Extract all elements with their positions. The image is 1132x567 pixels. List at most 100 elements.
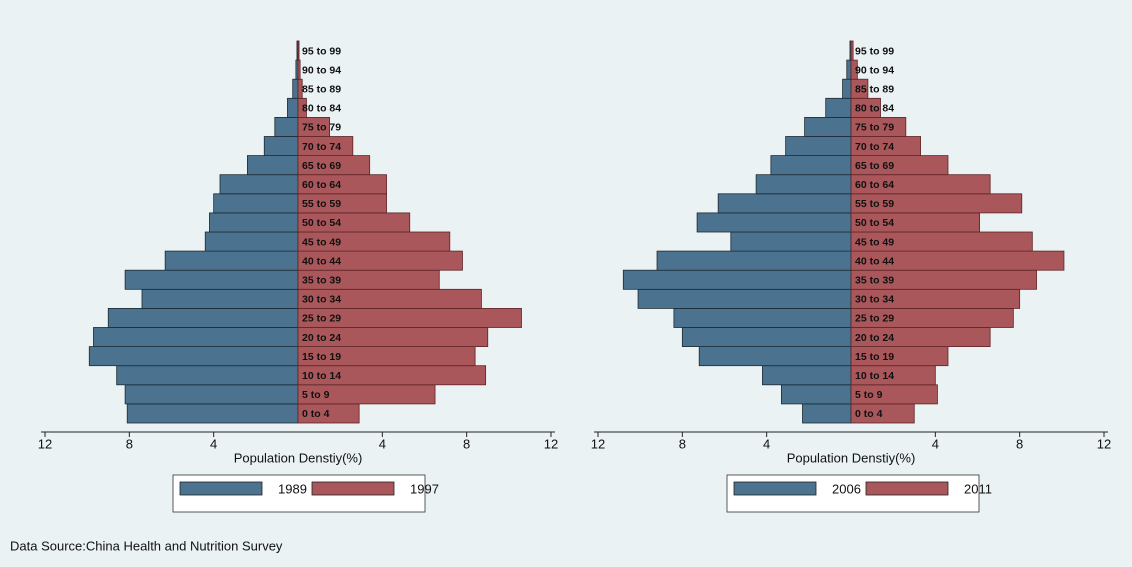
bar [287,97,299,118]
bar [263,136,299,157]
legend-label: 2006 [832,481,861,496]
x-tick-label: 8 [126,436,133,451]
bar [755,174,852,195]
legend-label: 2011 [964,481,992,496]
bar [698,346,852,367]
category-label: 90 to 94 [302,64,341,76]
bar [219,174,299,195]
category-label: 80 to 84 [855,103,894,115]
bar [781,384,852,405]
x-tick-label: 12 [544,436,558,451]
x-axis-title: Population Denstiy(%) [234,450,363,465]
bar [825,97,852,118]
bar [656,250,852,271]
bar [850,78,869,99]
bar [804,117,852,137]
bar [622,269,852,290]
category-label: 55 to 59 [855,198,894,210]
category-label: 10 to 14 [855,370,894,382]
category-label: 30 to 34 [302,294,341,306]
bar [213,193,299,214]
legend-swatch [733,481,817,496]
bar [696,212,852,233]
bar [637,288,852,309]
category-label: 50 to 54 [855,217,894,229]
bar [842,78,852,99]
bar [292,78,299,99]
bar [204,231,299,252]
bar [164,250,299,271]
bar [681,327,852,348]
category-label: 95 to 99 [302,45,341,57]
source-note: Data Source:China Health and Nutrition S… [10,538,283,553]
category-label: 70 to 74 [302,141,341,153]
x-tick-label: 12 [591,436,605,451]
category-label: 15 to 19 [855,351,894,363]
bar [107,307,299,328]
bar [93,327,299,348]
category-label: 80 to 84 [302,103,341,115]
bar [297,40,300,61]
bar [846,59,852,80]
category-label: 70 to 74 [855,141,894,153]
bar [124,269,299,290]
legend-swatch [311,481,395,496]
category-label: 20 to 24 [855,332,894,344]
bar [274,117,299,137]
x-tick-label: 8 [679,436,686,451]
category-label: 95 to 99 [855,45,894,57]
bar [297,117,331,137]
category-label: 45 to 49 [855,236,894,248]
bar [770,155,852,176]
category-label: 60 to 64 [855,179,894,191]
bar [785,136,852,157]
category-label: 35 to 39 [302,275,341,287]
x-axis-title: Population Denstiy(%) [787,450,916,465]
category-label: 75 to 79 [855,122,894,134]
x-tick-label: 12 [1097,436,1111,451]
bar [730,231,852,252]
x-tick-label: 4 [210,436,217,451]
category-label: 5 to 9 [855,389,883,401]
bar [88,346,299,367]
category-label: 90 to 94 [855,64,894,76]
bar [673,307,852,328]
category-label: 0 to 4 [855,408,883,420]
category-label: 85 to 89 [302,84,341,96]
category-label: 65 to 69 [855,160,894,172]
bar [850,40,854,61]
category-label: 30 to 34 [855,294,894,306]
x-tick-label: 8 [1016,436,1023,451]
category-label: 25 to 29 [302,313,341,325]
bar [297,59,301,80]
category-label: 55 to 59 [302,198,341,210]
category-label: 5 to 9 [302,389,330,401]
category-label: 60 to 64 [302,179,341,191]
bar [116,365,299,386]
category-label: 25 to 29 [855,313,894,325]
bar [124,384,299,405]
legend-swatch [179,481,263,496]
x-tick-label: 4 [932,436,939,451]
bar [850,59,858,80]
category-label: 45 to 49 [302,236,341,248]
bar [126,403,299,424]
category-label: 0 to 4 [302,408,330,420]
category-label: 75 to 79 [302,122,341,134]
category-label: 35 to 39 [855,275,894,287]
category-label: 65 to 69 [302,160,341,172]
bar [141,288,299,309]
legend-swatch [865,481,949,496]
category-label: 10 to 14 [302,370,341,382]
x-tick-label: 4 [379,436,386,451]
bar [762,365,852,386]
legend-label: 1989 [278,481,307,496]
x-tick-label: 4 [763,436,770,451]
x-tick-label: 12 [38,436,52,451]
category-label: 40 to 44 [855,255,894,267]
legend-label: 1997 [410,481,439,496]
bar [209,212,299,233]
category-label: 20 to 24 [302,332,341,344]
